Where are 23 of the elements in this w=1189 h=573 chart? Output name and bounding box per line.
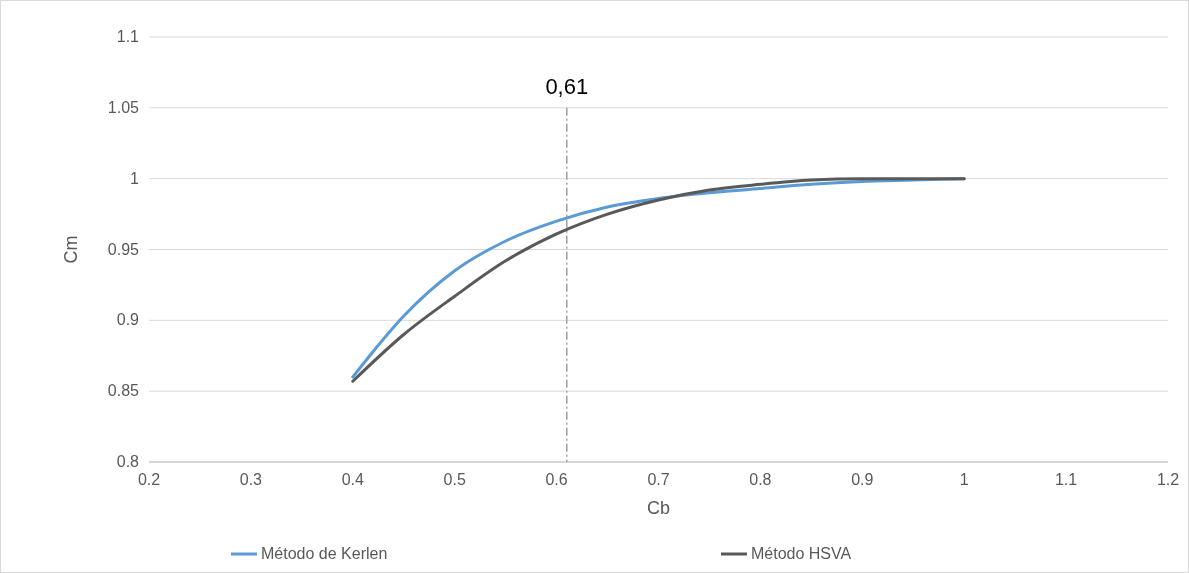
x-tick-label: 1 <box>959 471 969 488</box>
x-tick-label: 1.1 <box>1054 471 1078 488</box>
legend-label: Método HSVA <box>751 545 852 562</box>
legend-label: Método de Kerlen <box>261 545 388 562</box>
x-tick-label: 0.9 <box>851 471 874 488</box>
x-tick-label: 0.4 <box>341 471 365 488</box>
y-tick-label: 1.05 <box>107 98 140 116</box>
x-tick-label: 1.2 <box>1156 471 1180 488</box>
x-tick-label: 0.7 <box>647 471 670 488</box>
x-tick-label: 0.6 <box>545 471 568 488</box>
y-tick-label: 0.9 <box>116 311 140 329</box>
y-tick-label: 0.95 <box>107 240 140 258</box>
x-tick-label: 0.2 <box>137 471 161 488</box>
y-tick-label: 1.1 <box>116 28 140 45</box>
y-tick-label: 0.85 <box>107 382 140 400</box>
x-axis-title: Cb <box>646 498 671 518</box>
y-axis-title: Cm <box>61 235 81 264</box>
ref-line-label: 0,61 <box>545 73 589 99</box>
y-tick-label: 1 <box>130 169 140 187</box>
y-tick-label: 0.8 <box>116 453 140 470</box>
x-tick-label: 0.5 <box>443 471 466 488</box>
x-tick-label: 0.3 <box>239 471 263 488</box>
x-tick-label: 0.8 <box>749 471 772 488</box>
